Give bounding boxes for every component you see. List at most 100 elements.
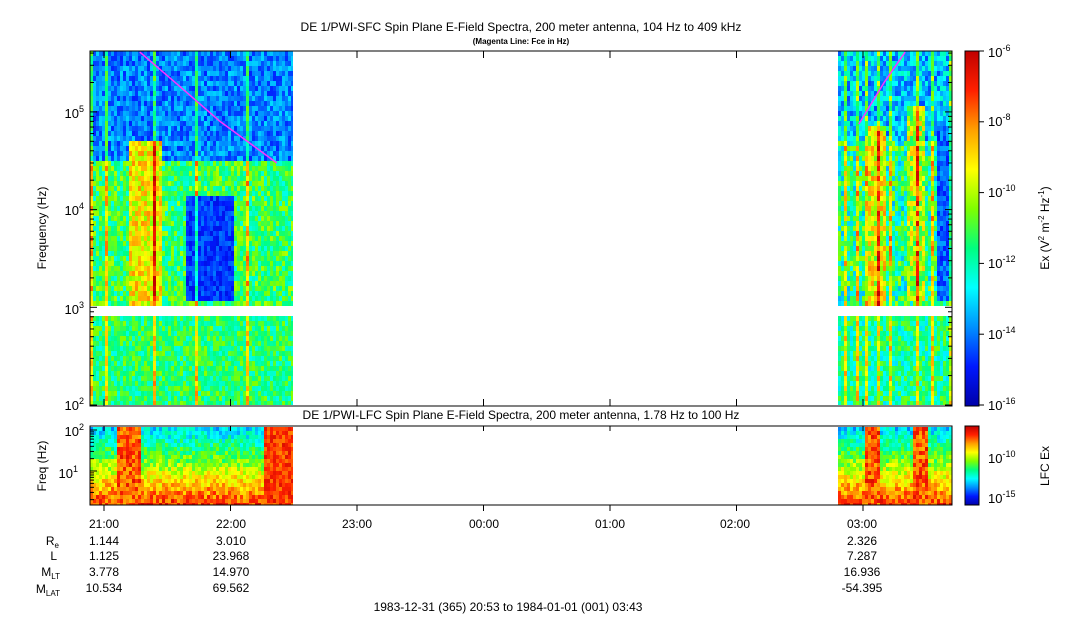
spectrogram-cell xyxy=(222,176,225,181)
spectrogram-cell xyxy=(213,346,216,351)
spectrogram-cell xyxy=(105,86,108,91)
spectrogram-cell xyxy=(255,271,258,276)
spectrogram-cell xyxy=(228,161,231,166)
spectrogram-cell xyxy=(105,346,108,351)
spectrogram-cell xyxy=(156,56,159,61)
spectrogram-cell xyxy=(138,326,141,331)
spectrogram-cell xyxy=(267,186,270,191)
spectrogram-cell xyxy=(183,361,186,366)
spectrogram-cell xyxy=(270,181,273,186)
spectrogram-cell xyxy=(841,301,844,306)
spectrogram-cell xyxy=(198,186,201,191)
spectrogram-cell xyxy=(207,286,210,291)
spectrogram-cell xyxy=(135,111,138,116)
spectrogram-cell xyxy=(126,386,129,391)
spectrogram-cell xyxy=(258,171,261,176)
spectrogram-cell xyxy=(126,146,129,151)
spectrogram-cell xyxy=(186,361,189,366)
spectrogram-cell xyxy=(126,336,129,341)
spectrogram-cell xyxy=(246,391,249,396)
spectrogram-cell xyxy=(213,116,216,121)
spectrogram-cell xyxy=(204,396,207,401)
spectrogram-cell xyxy=(288,146,291,151)
spectrogram-cell xyxy=(204,356,207,361)
spectrogram-cell xyxy=(228,261,231,266)
spectrogram-cell xyxy=(273,146,276,151)
spectrogram-cell xyxy=(96,96,99,101)
spectrogram-cell xyxy=(153,241,156,246)
spectrogram-cell xyxy=(132,66,135,71)
spectrogram-cell xyxy=(153,396,156,401)
spectrogram-cell xyxy=(276,206,279,211)
spectrogram-cell xyxy=(237,296,240,301)
spectrogram-cell xyxy=(141,86,144,91)
spectrogram-cell xyxy=(123,61,126,66)
spectrogram-cell xyxy=(135,61,138,66)
spectrogram-cell xyxy=(213,236,216,241)
spectrogram-cell xyxy=(159,401,162,405)
spectrogram-cell xyxy=(150,66,153,71)
spectrogram-cell xyxy=(207,176,210,181)
spectrogram-cell xyxy=(210,61,213,66)
spectrogram-cell xyxy=(201,256,204,261)
spectrogram-cell xyxy=(96,206,99,211)
spectrogram-cell xyxy=(153,166,156,171)
spectrogram-cell xyxy=(276,91,279,96)
spectrogram-cell xyxy=(204,146,207,151)
spectrogram-cell xyxy=(252,81,255,86)
spectrogram-cell xyxy=(165,181,168,186)
spectrogram-cell xyxy=(285,146,288,151)
spectrogram-cell xyxy=(156,221,159,226)
spectrogram-cell xyxy=(216,201,219,206)
spectrogram-cell xyxy=(261,151,264,156)
spectrogram-cell xyxy=(153,116,156,121)
spectrogram-cell xyxy=(279,196,282,201)
spectrogram-cell xyxy=(222,356,225,361)
spectrogram-cell xyxy=(174,241,177,246)
spectrogram-cell xyxy=(847,196,850,201)
spectrogram-cell xyxy=(267,336,270,341)
spectrogram-cell xyxy=(261,81,264,86)
spectrogram-cell xyxy=(132,281,135,286)
spectrogram-cell xyxy=(255,101,258,106)
spectrogram-cell xyxy=(267,211,270,216)
spectrogram-cell xyxy=(291,256,293,261)
spectrogram-cell xyxy=(138,121,141,126)
spectrogram-cell xyxy=(222,91,225,96)
spectrogram-cell xyxy=(201,96,204,101)
spectrogram-cell xyxy=(90,366,93,371)
spectrogram-cell xyxy=(252,211,255,216)
spectrogram-cell xyxy=(192,371,195,376)
spectrogram-cell xyxy=(141,131,144,136)
spectrogram-cell xyxy=(126,176,129,181)
spectrogram-cell xyxy=(150,176,153,181)
spectrogram-cell xyxy=(174,381,177,386)
spectrogram-cell xyxy=(117,201,120,206)
spectrogram-cell xyxy=(189,191,192,196)
spectrogram-cell xyxy=(123,321,126,326)
spectrogram-cell xyxy=(850,81,853,86)
spectrogram-cell xyxy=(237,271,240,276)
spectrogram-cell xyxy=(252,91,255,96)
spectrogram-cell xyxy=(264,296,267,301)
spectrogram-cell xyxy=(255,226,258,231)
spectrogram-cell xyxy=(847,231,850,236)
spectrogram-cell xyxy=(838,201,841,206)
spectrogram-cell xyxy=(99,216,102,221)
spectrogram-cell xyxy=(195,236,198,241)
spectrogram-cell xyxy=(195,246,198,251)
spectrogram-cell xyxy=(117,361,120,366)
spectrogram-cell xyxy=(847,356,850,361)
spectrogram-cell xyxy=(243,291,246,296)
spectrogram-cell xyxy=(838,101,841,106)
spectrogram-cell xyxy=(207,346,210,351)
spectrogram-cell xyxy=(174,161,177,166)
spectrogram-cell xyxy=(156,106,159,111)
spectrogram-cell xyxy=(129,206,132,211)
spectrogram-cell xyxy=(228,386,231,391)
spectrogram-cell xyxy=(249,291,252,296)
spectrogram-cell xyxy=(231,146,234,151)
spectrogram-cell xyxy=(228,71,231,76)
spectrogram-cell xyxy=(219,196,222,201)
spectrogram-cell xyxy=(129,386,132,391)
